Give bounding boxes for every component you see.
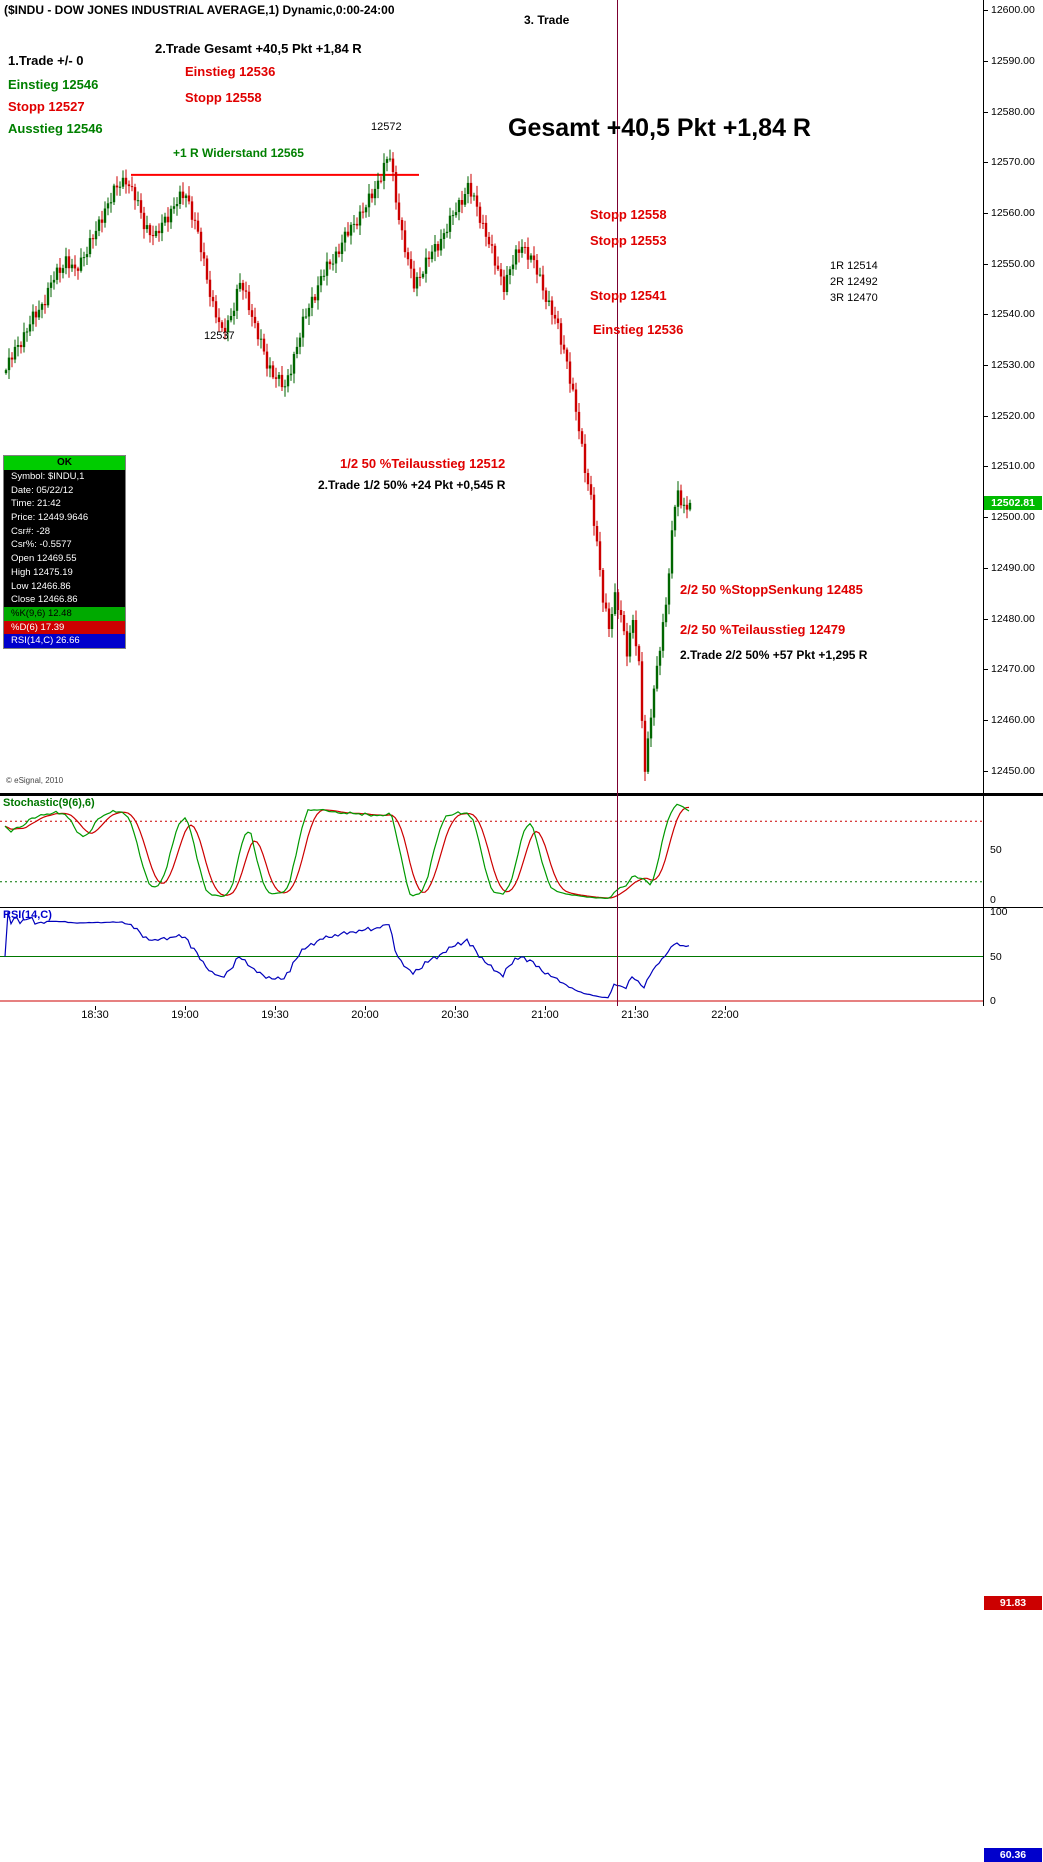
time-axis[interactable]: 18:30 19:00 19:30 20:00 20:30 21:00 21:30 22:00 [0, 1006, 1043, 1024]
price-axis[interactable]: 12600.00 12590.00 12580.00 12570.00 12560.00… [983, 0, 1043, 791]
indicator-axis-label: 0 [990, 894, 996, 906]
data-window-status: OK [4, 456, 125, 470]
time-tick-mark [455, 1006, 456, 1010]
price-tick-label: 12590.00 [991, 55, 1035, 67]
data-window-row: Csr#: -28 [11, 525, 51, 537]
data-window-row: %K(9,6) 12.48 [4, 606, 125, 621]
time-tick-label: 21:30 [621, 1009, 649, 1021]
price-tick-label: 12530.00 [991, 359, 1035, 371]
time-tick-label: 18:30 [81, 1009, 109, 1021]
crosshair-line [617, 0, 618, 1006]
rsi-label: RSI(14,C) [3, 909, 52, 921]
price-tick-mark [984, 264, 988, 265]
time-tick-mark [95, 1006, 96, 1010]
price-tick-label: 12500.00 [991, 511, 1035, 523]
indicator-axis-label: 50 [990, 844, 1002, 856]
time-tick-mark [365, 1006, 366, 1010]
copyright-text: © eSignal, 2010 [6, 776, 64, 785]
data-window-row: Close 12466.86 [11, 594, 78, 606]
price-tick-label: 12510.00 [991, 460, 1035, 472]
price-tick-label: 12470.00 [991, 663, 1035, 675]
indicator-axis-label: 50 [990, 951, 1002, 963]
price-tick-label: 12570.00 [991, 156, 1035, 168]
price-tick-label: 12540.00 [991, 308, 1035, 320]
time-tick-label: 21:00 [531, 1009, 559, 1021]
time-tick-label: 20:30 [441, 1009, 469, 1021]
price-tick-mark [984, 61, 988, 62]
price-tick-mark [984, 365, 988, 366]
data-window-row: High 12475.19 [11, 566, 73, 578]
data-window-row: Low 12466.86 [11, 580, 71, 592]
price-tick-label: 12460.00 [991, 714, 1035, 726]
price-tick-mark [984, 619, 988, 620]
candlestick-chart[interactable] [0, 0, 983, 791]
price-tick-mark [984, 466, 988, 467]
main-chart-panel: ($INDU - DOW JONES INDUSTRIAL AVERAGE,1)… [0, 0, 1043, 795]
price-tick-mark [984, 213, 988, 214]
data-window-row: Date: 05/22/12 [11, 484, 74, 496]
price-tick-label: 12520.00 [991, 410, 1035, 422]
data-window-row: Price: 12449.9646 [11, 512, 89, 524]
stochastic-label: Stochastic(9(6),6) [3, 797, 95, 809]
time-tick-mark [725, 1006, 726, 1010]
chart-title: ($INDU - DOW JONES INDUSTRIAL AVERAGE,1)… [4, 3, 395, 17]
price-tick-label: 12480.00 [991, 613, 1035, 625]
indicator-axis-label: 100 [990, 906, 1008, 918]
price-tick-label: 12600.00 [991, 4, 1035, 16]
data-window[interactable]: OK Symbol: $INDU,1 Date: 05/22/12 Time: 21… [3, 455, 126, 649]
price-tick-mark [984, 669, 988, 670]
price-tick-mark [984, 162, 988, 163]
time-tick-label: 20:00 [351, 1009, 379, 1021]
rsi-chart[interactable] [0, 908, 983, 1005]
price-tick-mark [984, 771, 988, 772]
indicator-axis-label: 0 [990, 995, 996, 1007]
price-tick-label: 12580.00 [991, 106, 1035, 118]
time-tick-label: 19:00 [171, 1009, 199, 1021]
price-tick-label: 12450.00 [991, 765, 1035, 777]
last-price-tag: 12502.81 [984, 496, 1042, 510]
price-tick-mark [984, 10, 988, 11]
price-tick-label: 12550.00 [991, 258, 1035, 270]
data-window-row: %D(6) 17.39 [4, 620, 125, 635]
time-tick-mark [545, 1006, 546, 1010]
time-tick-mark [635, 1006, 636, 1010]
data-window-row: Symbol: $INDU,1 [11, 471, 85, 482]
data-window-row: Open 12469.55 [11, 553, 77, 565]
price-tick-label: 12560.00 [991, 207, 1035, 219]
rsi-panel: RSI(14,C) 60.36 [0, 908, 1043, 1862]
stochastic-chart[interactable] [0, 797, 983, 906]
price-tick-mark [984, 568, 988, 569]
price-tick-mark [984, 416, 988, 417]
price-tick-mark [984, 112, 988, 113]
time-tick-mark [185, 1006, 186, 1010]
time-tick-mark [275, 1006, 276, 1010]
price-tick-label: 12490.00 [991, 562, 1035, 574]
data-window-row: Time: 21:42 [11, 498, 61, 510]
data-window-row: RSI(14,C) 26.66 [4, 634, 125, 648]
stochastic-value-tag: 91.83 [984, 1596, 1042, 1610]
data-window-row: Csr%: -0.5577 [11, 539, 72, 551]
price-tick-mark [984, 517, 988, 518]
axis-separator [983, 0, 984, 1006]
data-window-rows: Symbol: $INDU,1 Date: 05/22/12 Time: 21:42… [4, 470, 125, 648]
rsi-value-tag: 60.36 [984, 1848, 1042, 1862]
stochastic-panel: Stochastic(9(6),6) 91.83 [0, 795, 1043, 1610]
time-tick-label: 22:00 [711, 1009, 739, 1021]
price-tick-mark [984, 720, 988, 721]
time-tick-label: 19:30 [261, 1009, 289, 1021]
price-tick-mark [984, 314, 988, 315]
